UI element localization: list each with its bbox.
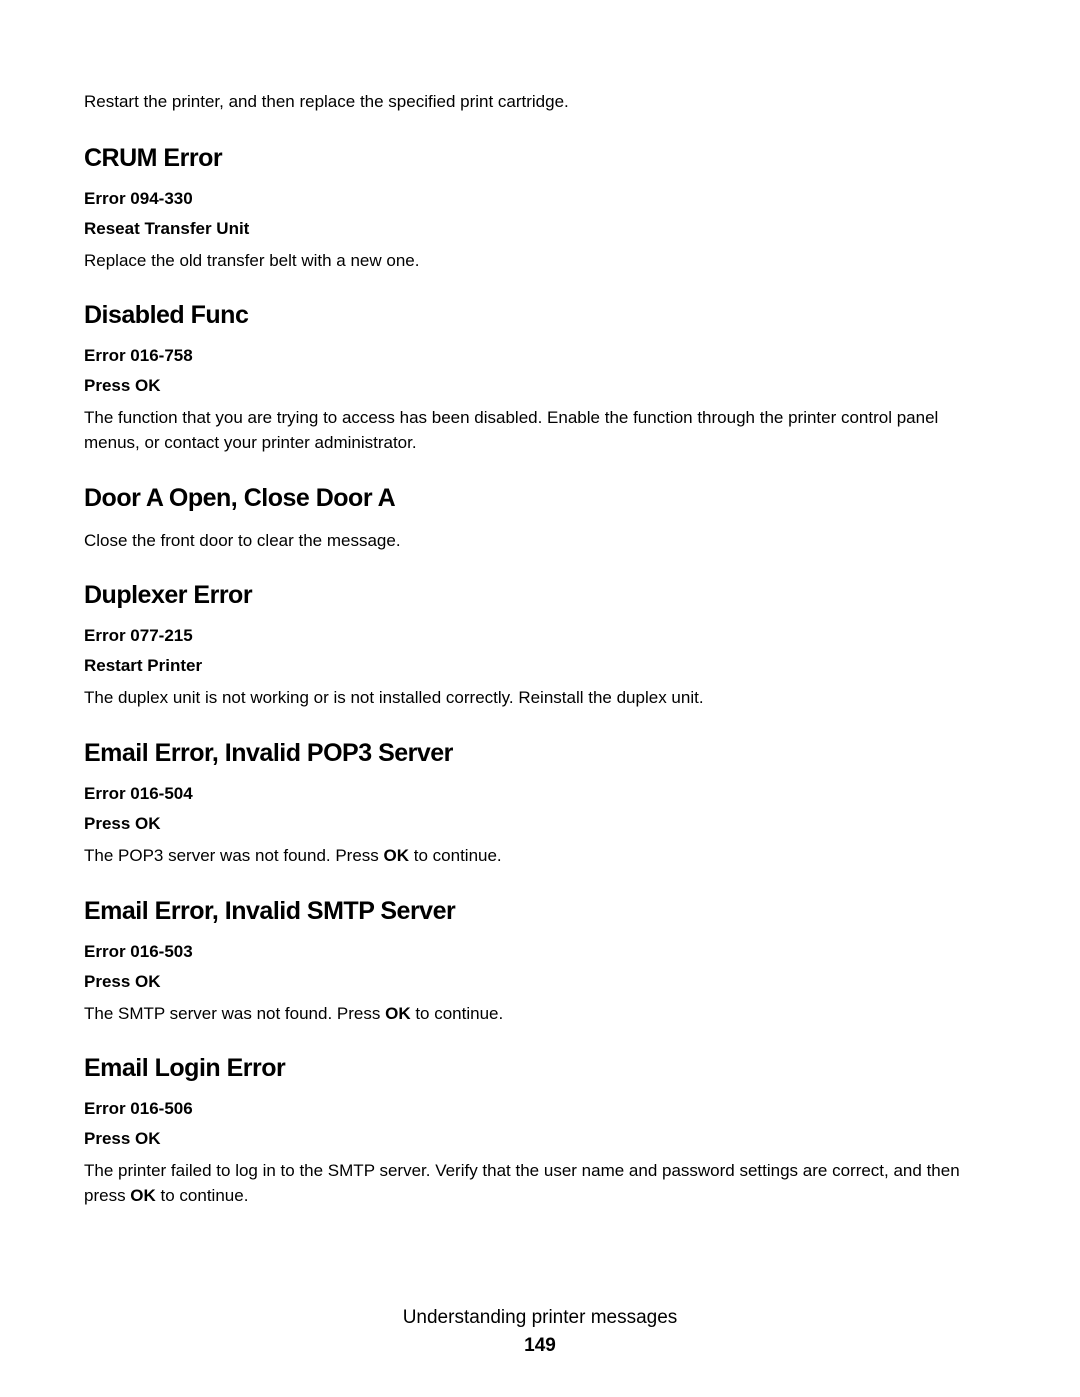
section-crum-error: CRUM Error Error 094-330 Reseat Transfer… (84, 144, 996, 274)
footer-page-number: 149 (0, 1335, 1080, 1357)
error-code-smtp: Error 016-503 (84, 942, 996, 962)
error-code-disabled: Error 016-758 (84, 346, 996, 366)
section-login: Email Login Error Error 016-506 Press OK… (84, 1054, 996, 1208)
body-smtp: The SMTP server was not found. Press OK … (84, 1002, 996, 1027)
heading-door-a: Door A Open, Close Door A (84, 484, 996, 513)
section-door-a: Door A Open, Close Door A Close the fron… (84, 484, 996, 554)
error-code-crum: Error 094-330 (84, 189, 996, 209)
body-pop3: The POP3 server was not found. Press OK … (84, 844, 996, 869)
body-pop3-pre: The POP3 server was not found. Press (84, 846, 384, 865)
heading-crum-error: CRUM Error (84, 144, 996, 173)
heading-smtp: Email Error, Invalid SMTP Server (84, 897, 996, 926)
body-door-a: Close the front door to clear the messag… (84, 529, 996, 554)
body-pop3-post: to continue. (409, 846, 502, 865)
heading-disabled-func: Disabled Func (84, 301, 996, 330)
body-duplexer: The duplex unit is not working or is not… (84, 686, 996, 711)
error-action-login: Press OK (84, 1129, 996, 1149)
heading-login: Email Login Error (84, 1054, 996, 1083)
body-smtp-post: to continue. (411, 1004, 504, 1023)
error-action-disabled: Press OK (84, 376, 996, 396)
body-smtp-pre: The SMTP server was not found. Press (84, 1004, 385, 1023)
error-action-pop3: Press OK (84, 814, 996, 834)
body-disabled: The function that you are trying to acce… (84, 406, 996, 455)
error-code-pop3: Error 016-504 (84, 784, 996, 804)
error-action-crum: Reseat Transfer Unit (84, 219, 996, 239)
body-crum: Replace the old transfer belt with a new… (84, 249, 996, 274)
error-action-smtp: Press OK (84, 972, 996, 992)
body-login-bold: OK (130, 1186, 156, 1205)
body-login: The printer failed to log in to the SMTP… (84, 1159, 996, 1208)
body-smtp-bold: OK (385, 1004, 411, 1023)
section-smtp: Email Error, Invalid SMTP Server Error 0… (84, 897, 996, 1027)
footer-chapter-title: Understanding printer messages (0, 1307, 1080, 1329)
section-pop3: Email Error, Invalid POP3 Server Error 0… (84, 739, 996, 869)
section-duplexer: Duplexer Error Error 077-215 Restart Pri… (84, 581, 996, 711)
error-code-login: Error 016-506 (84, 1099, 996, 1119)
error-code-duplexer: Error 077-215 (84, 626, 996, 646)
heading-duplexer: Duplexer Error (84, 581, 996, 610)
heading-pop3: Email Error, Invalid POP3 Server (84, 739, 996, 768)
error-action-duplexer: Restart Printer (84, 656, 996, 676)
section-disabled-func: Disabled Func Error 016-758 Press OK The… (84, 301, 996, 455)
body-pop3-bold: OK (384, 846, 410, 865)
intro-paragraph: Restart the printer, and then replace th… (84, 90, 996, 114)
page-footer: Understanding printer messages 149 (0, 1307, 1080, 1357)
body-login-post: to continue. (156, 1186, 249, 1205)
